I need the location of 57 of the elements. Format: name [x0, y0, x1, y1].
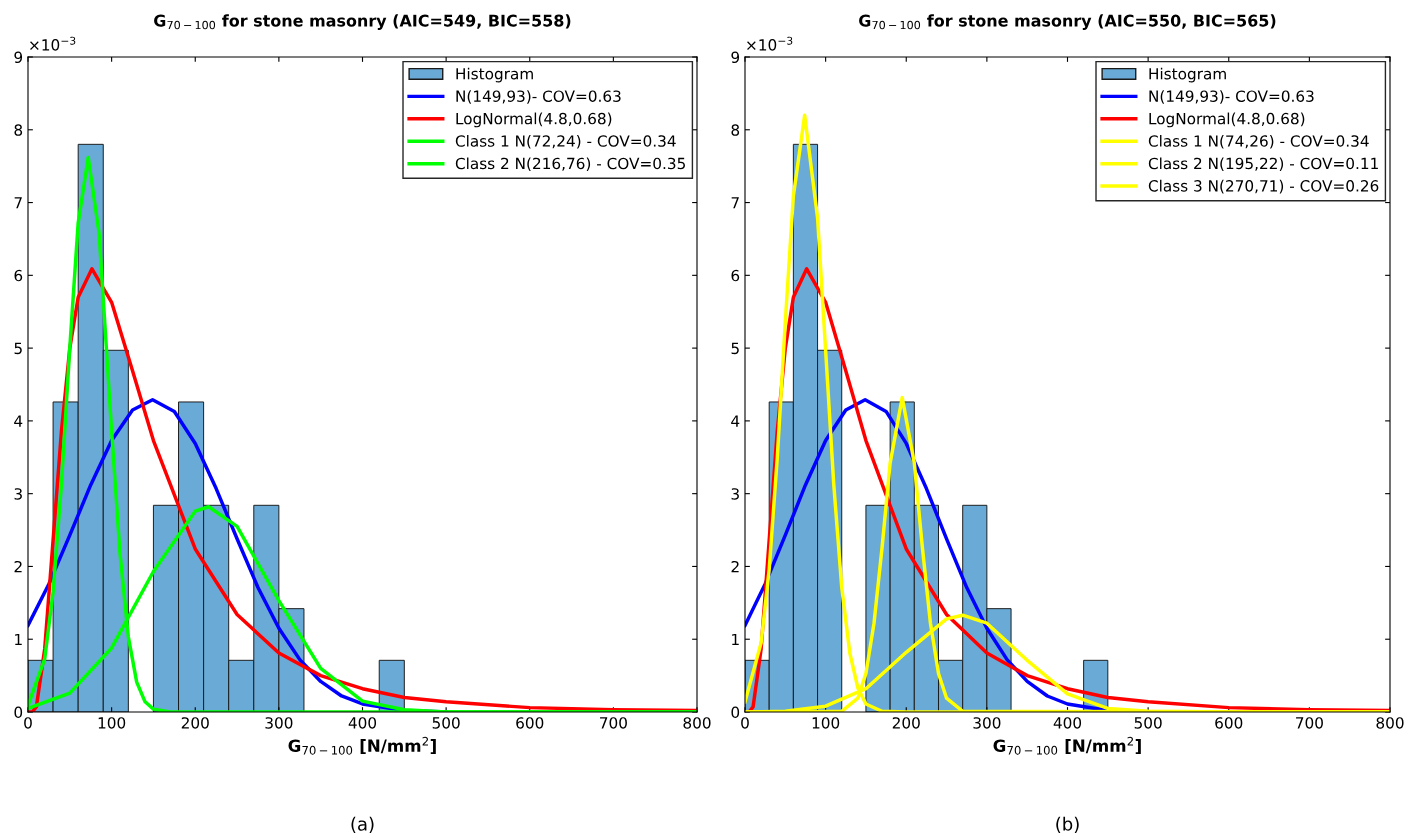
- y-tick-label: 3: [731, 488, 739, 500]
- legend-label: Class 2 N(216,76) - COV=0.35: [455, 157, 685, 172]
- x-tick-label: 0: [741, 717, 749, 729]
- y-tick-label: 9: [731, 51, 740, 64]
- y-tick-label: 2: [731, 560, 739, 573]
- y-tick-label: 4: [731, 415, 740, 427]
- y-tick-label: 5: [14, 342, 22, 355]
- text: ×10$^{−3}$: [747, 36, 793, 51]
- legend-label: Histogram: [1149, 67, 1226, 83]
- x-tick-label: 600: [1215, 717, 1243, 729]
- chart-title: G$_{70−100}$ for stone masonry (AIC=550, BIC=565): [859, 14, 1276, 30]
- x-tick-label: 100: [98, 717, 126, 729]
- x-tick-label: 600: [516, 717, 544, 729]
- legend-label: N(149,93)- COV=0.63: [456, 90, 621, 104]
- x-tick-label: 500: [432, 717, 460, 729]
- x-axis-title: G$_{70−100}$ [N/mm$^{2}$]: [288, 736, 436, 755]
- legend-label: Class 2 N(195,22) - COV=0.11: [1148, 157, 1378, 172]
- y-tick-label: 7: [14, 197, 22, 209]
- x-tick-label: 100: [812, 717, 840, 729]
- x-axis-title: G$_{70−100}$ [N/mm$^{2}$]: [993, 736, 1141, 755]
- y-tick-label: 6: [731, 269, 740, 282]
- legend-label: Class 1 N(72,24) - COV=0.34: [455, 134, 676, 149]
- y-tick-label: 4: [14, 415, 23, 427]
- x-tick-label: 0: [24, 717, 32, 729]
- x-tick-label: 300: [265, 717, 293, 729]
- x-tick-label: 400: [348, 717, 377, 729]
- legend-label: LogNormal(4.8,0.68): [1149, 112, 1305, 128]
- x-tick-label: 200: [181, 717, 209, 729]
- legend-label: Class 1 N(74,26) - COV=0.34: [1148, 134, 1369, 149]
- y-tick-label: 3: [14, 488, 22, 500]
- legend-label: N(149,93)- COV=0.63: [1149, 90, 1314, 104]
- y-tick-label: 9: [14, 51, 23, 64]
- y-tick-label: 5: [731, 342, 739, 355]
- legend-label: Histogram: [456, 67, 533, 83]
- y-tick-label: 0: [731, 706, 740, 719]
- chart-title: G$_{70−100}$ for stone masonry (AIC=549, BIC=558): [154, 14, 571, 30]
- x-tick-label: 400: [1053, 717, 1082, 729]
- y-tick-label: 2: [14, 560, 22, 573]
- y-tick-label: 0: [14, 706, 23, 719]
- y-tick-label: 8: [14, 124, 23, 136]
- y-tick-label: 6: [14, 269, 23, 282]
- x-tick-label: 500: [1134, 717, 1162, 729]
- text: (a): [351, 816, 374, 833]
- x-tick-label: 800: [683, 717, 711, 729]
- x-tick-label: 700: [600, 717, 627, 729]
- y-tick-label: 1: [15, 633, 22, 646]
- text: (b): [1056, 816, 1079, 833]
- x-tick-label: 800: [1376, 717, 1404, 729]
- text: ×10$^{−3}$: [30, 36, 76, 51]
- y-tick-label: 7: [731, 197, 739, 209]
- legend-label: Class 3 N(270,71) - COV=0.26: [1148, 179, 1379, 194]
- x-tick-label: 200: [892, 717, 920, 729]
- x-tick-label: 300: [973, 717, 1001, 729]
- legend-label: LogNormal(4.8,0.68): [456, 112, 612, 128]
- y-tick-label: 8: [731, 124, 740, 136]
- x-tick-label: 700: [1296, 717, 1323, 729]
- y-tick-label: 1: [732, 633, 739, 646]
